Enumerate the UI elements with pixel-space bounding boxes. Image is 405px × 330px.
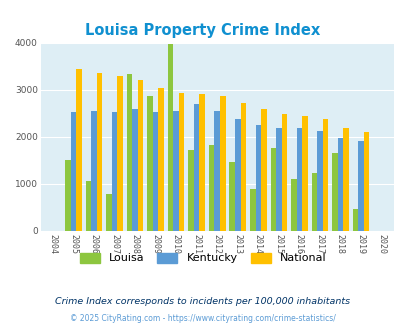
Bar bbox=[179, 93, 184, 231]
Bar bbox=[111, 112, 117, 231]
Bar bbox=[194, 104, 199, 231]
Bar bbox=[209, 146, 214, 231]
Bar bbox=[363, 132, 369, 231]
Bar bbox=[290, 179, 296, 231]
Bar bbox=[352, 209, 357, 231]
Bar bbox=[76, 69, 81, 231]
Bar bbox=[138, 80, 143, 231]
Bar bbox=[106, 194, 111, 231]
Bar bbox=[126, 74, 132, 231]
Bar bbox=[214, 111, 220, 231]
Text: Crime Index corresponds to incidents per 100,000 inhabitants: Crime Index corresponds to incidents per… bbox=[55, 297, 350, 306]
Bar bbox=[220, 96, 225, 231]
Bar bbox=[234, 118, 240, 231]
Bar bbox=[311, 173, 316, 231]
Bar bbox=[117, 76, 123, 231]
Bar bbox=[96, 73, 102, 231]
Bar bbox=[167, 44, 173, 231]
Bar bbox=[65, 159, 70, 231]
Bar bbox=[147, 96, 152, 231]
Bar bbox=[316, 131, 322, 231]
Bar bbox=[322, 119, 327, 231]
Bar bbox=[240, 103, 245, 231]
Bar bbox=[85, 181, 91, 231]
Bar bbox=[158, 88, 164, 231]
Bar bbox=[301, 116, 307, 231]
Bar bbox=[152, 113, 158, 231]
Legend: Louisa, Kentucky, National: Louisa, Kentucky, National bbox=[76, 249, 329, 267]
Bar bbox=[270, 148, 275, 231]
Bar bbox=[249, 189, 255, 231]
Bar bbox=[281, 115, 286, 231]
Bar bbox=[337, 138, 342, 231]
Bar bbox=[229, 162, 234, 231]
Bar bbox=[70, 112, 76, 231]
Bar bbox=[260, 109, 266, 231]
Bar bbox=[132, 109, 138, 231]
Bar bbox=[188, 150, 194, 231]
Bar bbox=[173, 111, 179, 231]
Bar bbox=[342, 128, 348, 231]
Bar bbox=[275, 128, 281, 231]
Bar bbox=[357, 141, 363, 231]
Text: Louisa Property Crime Index: Louisa Property Crime Index bbox=[85, 23, 320, 38]
Bar bbox=[91, 111, 96, 231]
Text: © 2025 CityRating.com - https://www.cityrating.com/crime-statistics/: © 2025 CityRating.com - https://www.city… bbox=[70, 314, 335, 323]
Bar bbox=[331, 153, 337, 231]
Bar bbox=[255, 125, 260, 231]
Bar bbox=[296, 128, 301, 231]
Bar bbox=[199, 94, 205, 231]
